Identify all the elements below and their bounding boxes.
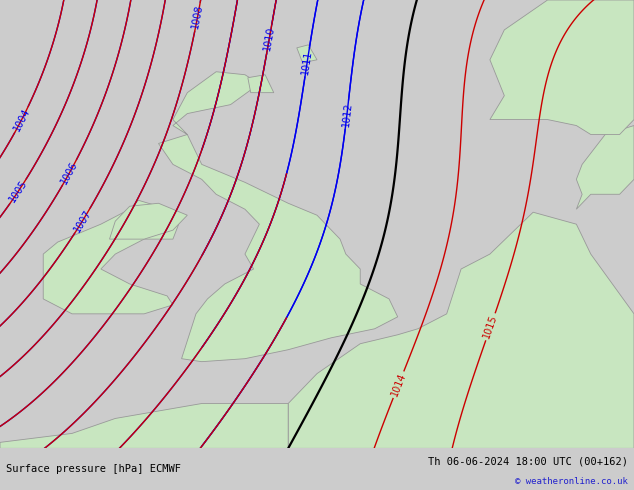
Polygon shape: [297, 45, 317, 63]
Text: 1014: 1014: [389, 371, 408, 398]
Text: Th 06-06-2024 18:00 UTC (00+162): Th 06-06-2024 18:00 UTC (00+162): [428, 457, 628, 466]
Polygon shape: [248, 75, 274, 93]
Text: 1013: 1013: [250, 483, 272, 490]
Text: 1010: 1010: [262, 26, 276, 52]
Text: 1015: 1015: [482, 314, 499, 340]
Polygon shape: [288, 212, 634, 448]
Text: Surface pressure [hPa] ECMWF: Surface pressure [hPa] ECMWF: [6, 465, 181, 474]
Text: © weatheronline.co.uk: © weatheronline.co.uk: [515, 477, 628, 486]
Text: 1004: 1004: [11, 106, 32, 133]
Text: 1011: 1011: [301, 49, 314, 75]
Polygon shape: [43, 200, 179, 314]
Text: 1008: 1008: [190, 4, 205, 30]
Polygon shape: [576, 125, 634, 209]
Polygon shape: [158, 72, 398, 362]
Polygon shape: [110, 203, 187, 239]
Polygon shape: [0, 404, 288, 448]
Polygon shape: [490, 0, 634, 135]
Text: 1012: 1012: [340, 102, 353, 127]
Text: 1006: 1006: [60, 159, 80, 186]
Text: 1007: 1007: [72, 208, 93, 234]
Text: 1005: 1005: [7, 178, 29, 204]
